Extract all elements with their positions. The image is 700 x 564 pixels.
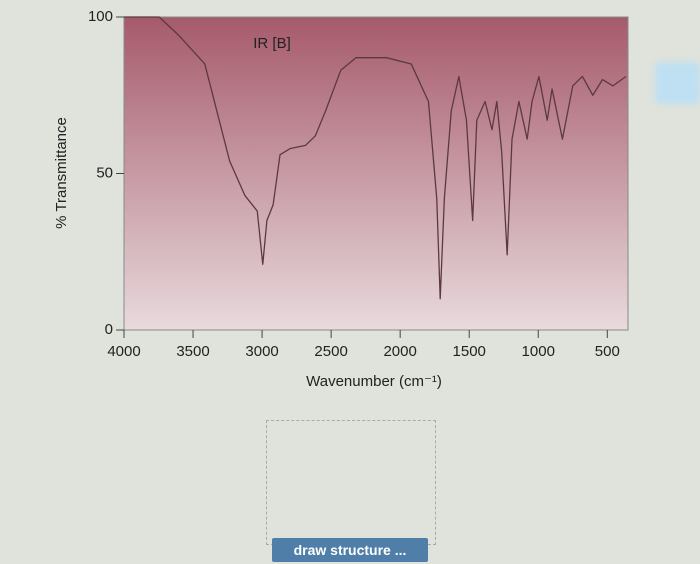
spectrum-line [124,16,627,300]
x-tick-label: 4000 [107,343,140,360]
x-axis-label: Wavenumber (cm⁻¹) [306,373,442,390]
x-tick-label: 2500 [314,343,347,360]
y-axis-label: % Transmittance [53,117,70,229]
draw-structure-button[interactable]: draw structure ... [272,538,428,562]
chart: IR [B] Wavenumber (cm⁻¹) % Transmittance… [53,8,629,390]
y-tick-label: 100 [88,8,113,25]
chart-title: IR [B] [253,35,291,52]
x-tick-label: 3000 [245,343,278,360]
blurred-element [655,62,700,104]
x-tick-label: 1000 [522,343,555,360]
y-tick-label: 50 [96,164,113,181]
structure-box [266,420,436,545]
x-tick-label: 3500 [176,343,209,360]
x-tick-label: 2000 [383,343,416,360]
y-tick-label: 0 [105,321,113,338]
plot-area [123,16,629,331]
x-tick-label: 1500 [453,343,486,360]
x-tick-label: 500 [595,343,620,360]
